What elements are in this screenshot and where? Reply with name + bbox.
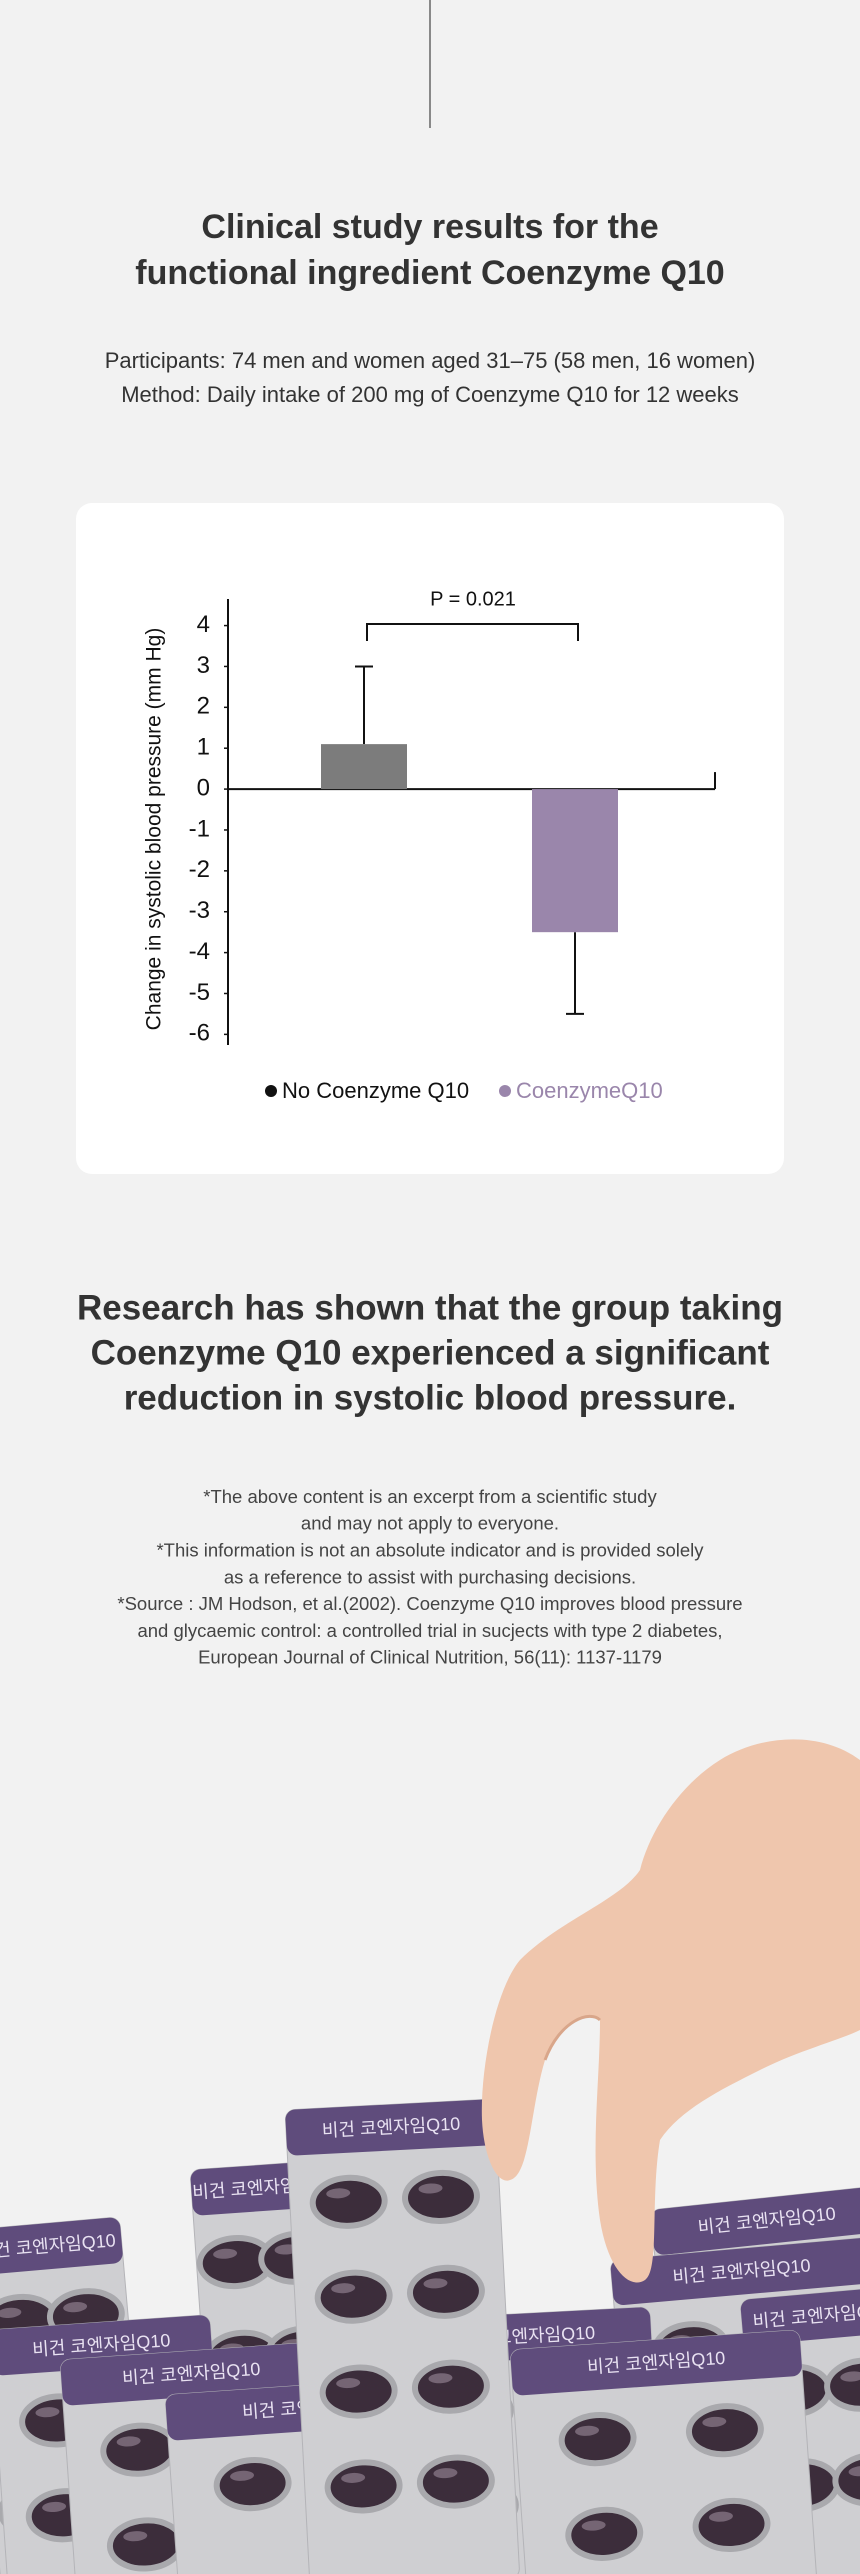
softgel-shine <box>230 2470 255 2481</box>
softgel-shine <box>423 2278 448 2289</box>
softgel <box>692 2497 771 2553</box>
y-tick-label: 4 <box>197 611 210 638</box>
bar <box>321 744 407 790</box>
softgel <box>106 2517 185 2572</box>
y-tick-label: 1 <box>197 734 210 761</box>
softgel-shine <box>418 2183 443 2194</box>
pack-header <box>510 2330 802 2396</box>
method: Method: Daily intake of 200 mg of Coenzy… <box>121 382 739 407</box>
legend-label: No Coenzyme Q10 <box>282 1078 469 1103</box>
hand <box>481 1739 860 2283</box>
softgel-shine <box>0 2307 22 2318</box>
pack-header <box>740 2286 860 2345</box>
softgel-shine <box>213 2248 238 2259</box>
y-tick-label: -2 <box>189 856 210 883</box>
softgel <box>558 2412 637 2467</box>
conclusion: Coenzyme Q10 experienced a significant <box>91 1333 770 1372</box>
softgel-shine <box>42 2501 67 2513</box>
softgel-shine <box>336 2378 361 2389</box>
note-line: *This information is not an absolute ind… <box>156 1539 704 1560</box>
softgel-shine <box>708 2511 733 2522</box>
pack-header <box>285 2099 497 2156</box>
pack-header <box>610 2238 860 2305</box>
conclusion: Research has shown that the group taking <box>77 1288 783 1327</box>
note-line: European Journal of Clinical Nutrition, … <box>198 1647 662 1668</box>
softgel-shine <box>433 2468 458 2479</box>
softgel-shine <box>428 2373 453 2384</box>
y-tick-label: 3 <box>197 652 210 679</box>
chart: 4 3 2 1 0 -1 -2 -3 -4 -5 -6 No Coenzyme Q10 Coenzyme… <box>189 599 716 1103</box>
softgel-shine <box>581 2520 606 2531</box>
y-tick-label: -3 <box>189 897 210 924</box>
note-line: and may not apply to everyone. <box>301 1513 559 1534</box>
softgel <box>685 2403 764 2458</box>
legend-marker <box>499 1085 511 1097</box>
softgel-shine <box>341 2472 366 2483</box>
softgel-shine <box>326 2188 351 2199</box>
softgel-shine <box>35 2407 60 2418</box>
softgel <box>411 2359 490 2414</box>
softgel <box>324 2459 403 2514</box>
pack-header <box>650 2186 860 2255</box>
y-tick-label: -5 <box>189 979 210 1006</box>
bar <box>532 789 618 933</box>
y-tick-label: -1 <box>189 815 210 842</box>
blister-pack: 비건 코엔자임Q10 <box>285 2099 520 2574</box>
y-axis-label: Change in systolic blood pressure (mm Hg… <box>143 628 166 1031</box>
softgel <box>401 2169 480 2224</box>
chart-card <box>76 503 784 1174</box>
softgel-shine <box>331 2283 356 2294</box>
note-line: as a reference to assist with purchasing… <box>224 1566 636 1587</box>
legend-label: CoenzymeQ10 <box>516 1078 663 1103</box>
hand-crease <box>543 2014 602 2061</box>
softgel <box>314 2269 393 2324</box>
note-line: *Source : JM Hodson, et al.(2002). Coenz… <box>117 1593 742 1614</box>
softgel <box>309 2174 388 2229</box>
y-tick-label: 2 <box>197 693 210 720</box>
softgel-shine <box>123 2531 148 2542</box>
significance-bracket <box>366 623 579 641</box>
softgel <box>824 2357 860 2412</box>
softgel-shine <box>63 2302 88 2313</box>
note-line: and glycaemic control: a controlled tria… <box>137 1620 722 1641</box>
softgel <box>416 2454 495 2509</box>
softgel <box>319 2364 398 2419</box>
title: Clinical study results for the <box>201 208 658 246</box>
note-line: *The above content is an excerpt from a … <box>203 1486 657 1507</box>
blister-pack: 비건 코엔자임Q10 <box>510 2329 818 2574</box>
softgel-shine <box>848 2466 860 2477</box>
notes: *The above content is an excerpt from a … <box>117 1486 742 1668</box>
softgel <box>213 2457 292 2512</box>
softgel <box>832 2452 860 2507</box>
softgel-shine <box>575 2425 600 2436</box>
annotation: P = 0.021 <box>430 588 516 610</box>
conclusion: reduction in systolic blood pressure. <box>124 1378 737 1417</box>
pack-header <box>0 2217 123 2275</box>
participants: Participants: 74 men and women aged 31–7… <box>105 348 756 373</box>
softgel <box>565 2506 644 2561</box>
y-tick-label: 0 <box>197 774 210 801</box>
softgel-shine <box>840 2371 860 2382</box>
y-tick-label: -6 <box>189 1020 210 1047</box>
softgel <box>100 2422 179 2477</box>
softgel-shine <box>116 2436 141 2447</box>
softgel <box>406 2264 485 2319</box>
softgel-shine <box>702 2416 727 2427</box>
pack-body <box>285 2099 520 2574</box>
y-tick-label: -4 <box>189 938 210 965</box>
legend-marker <box>265 1085 277 1097</box>
title: functional ingredient Coenzyme Q10 <box>135 254 724 292</box>
